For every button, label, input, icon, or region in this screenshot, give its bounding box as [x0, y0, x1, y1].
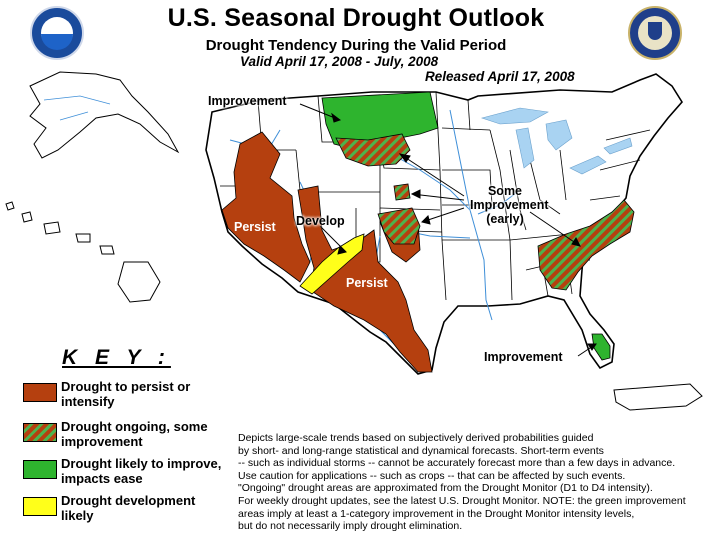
label-develop: Develop [296, 214, 345, 228]
label-persist-south: Persist [346, 276, 388, 290]
key-title: K E Y : [62, 346, 171, 369]
alaska-outline [29, 71, 180, 159]
key-label-improve: Drought likely to improve, impacts ease [61, 456, 222, 486]
some-improvement-area-southeast [537, 199, 635, 291]
key-label-persist: Drought to persist or intensify [61, 379, 191, 409]
hawaii-islands [5, 201, 161, 303]
some-improvement-area-central [377, 207, 421, 245]
outlook-description: Depicts large-scale trends based on subj… [238, 432, 686, 533]
label-improvement-north: Improvement [208, 94, 287, 108]
map-subtitle: Drought Tendency During the Valid Period [205, 37, 507, 54]
label-some-improvement: Some Improvement (early) [470, 184, 549, 226]
key-swatch-some-improvement [23, 423, 57, 442]
key-label-develop: Drought development likely [61, 493, 196, 523]
valid-period: Valid April 17, 2008 - July, 2008 [240, 54, 439, 69]
key-swatch-persist [23, 383, 57, 402]
puerto-rico-outline [613, 383, 703, 411]
key-swatch-develop [23, 497, 57, 516]
noaa-seal-icon [30, 6, 84, 60]
key-label-some-improvement: Drought ongoing, some improvement [61, 419, 208, 449]
map-title: U.S. Seasonal Drought Outlook [167, 4, 545, 32]
persist-area-west [221, 131, 311, 283]
key-swatch-improve [23, 460, 57, 479]
label-persist-west: Persist [234, 220, 276, 234]
develop-area [299, 233, 365, 295]
label-improvement-florida: Improvement [484, 350, 563, 364]
improvement-area-florida [591, 333, 611, 361]
department-of-commerce-seal-icon [628, 6, 682, 60]
release-date: Released April 17, 2008 [425, 69, 575, 84]
